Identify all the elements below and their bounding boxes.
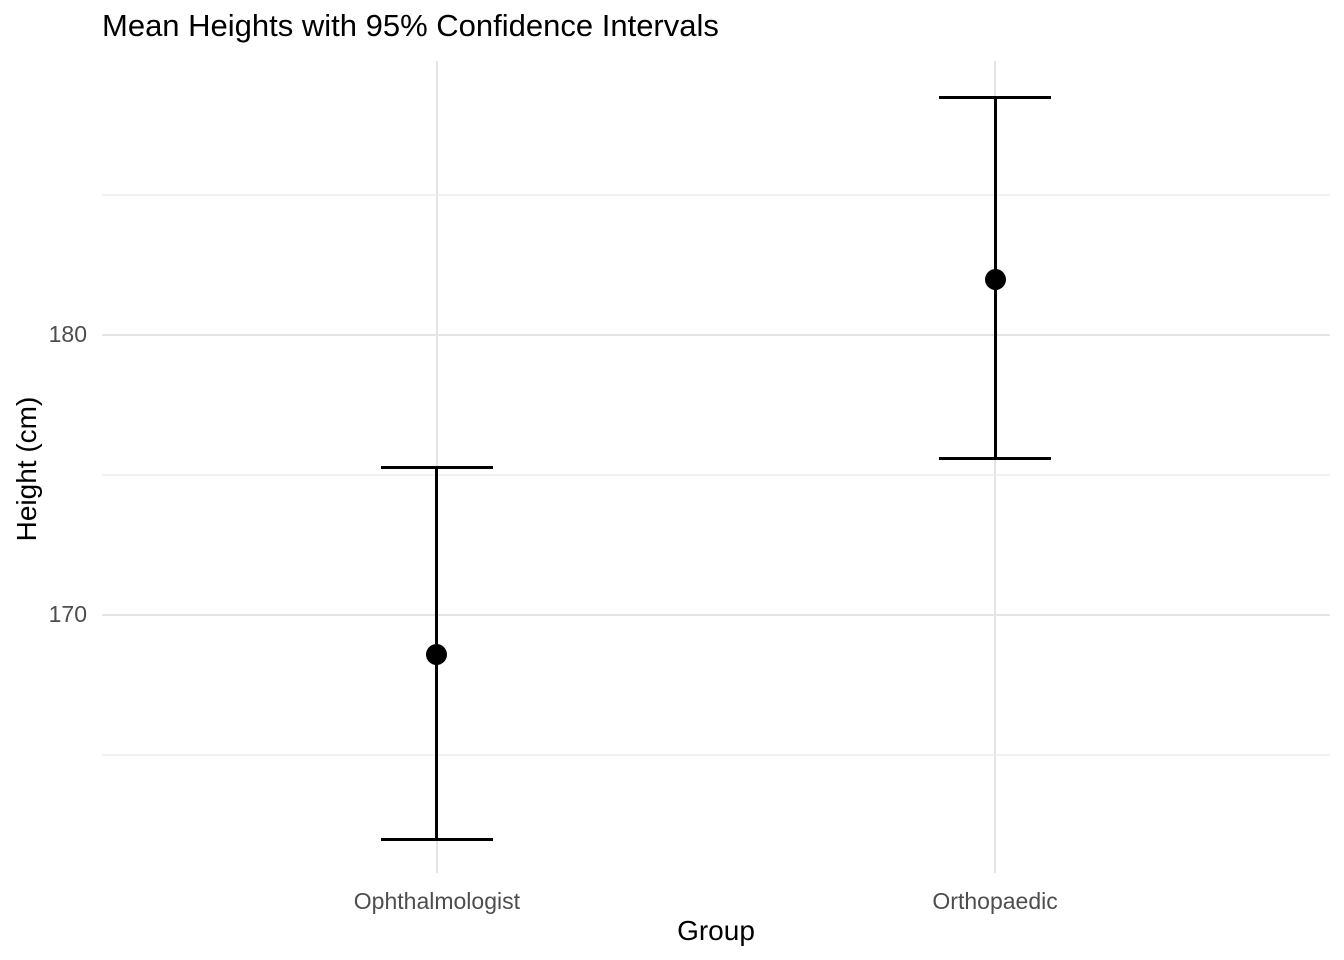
gridline-major-vertical [994, 61, 997, 873]
gridline-major-horizontal [102, 334, 1330, 337]
x-tick-label: Ophthalmologist [353, 888, 520, 914]
gridline-major-horizontal [102, 614, 1330, 617]
y-tick-label: 180 [48, 321, 87, 348]
mean-point [426, 644, 448, 666]
plot-panel [102, 61, 1330, 873]
x-axis-title: Group [677, 915, 755, 946]
mean-point [984, 268, 1006, 290]
chart-title: Mean Heights with 95% Confidence Interva… [102, 8, 719, 43]
gridline-minor-horizontal [102, 754, 1330, 757]
error-bar-cap-top [380, 465, 493, 469]
gridline-minor-horizontal [102, 474, 1330, 477]
error-bar-cap-top [939, 95, 1052, 99]
error-bar-cap-bottom [380, 837, 493, 841]
error-bar-cap-bottom [939, 457, 1052, 461]
gridline-minor-horizontal [102, 194, 1330, 197]
y-tick-label: 170 [48, 601, 87, 628]
x-tick-label: Orthopaedic [932, 888, 1058, 914]
